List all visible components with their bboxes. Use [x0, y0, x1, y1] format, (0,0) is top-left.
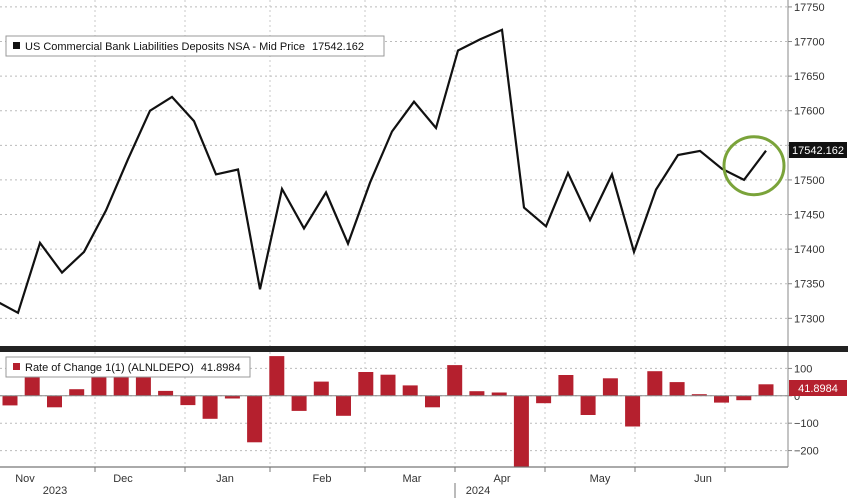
roc-bar: [158, 390, 174, 396]
roc-bar: [247, 395, 263, 443]
highlight-circle: [722, 135, 786, 197]
bottom-tick-label: 100: [794, 363, 812, 375]
x-month-label: Nov: [15, 473, 35, 485]
roc-bar: [113, 375, 129, 396]
roc-bar: [691, 394, 707, 396]
roc-bar: [669, 382, 685, 396]
bottom-legend-label: Rate of Change 1(1) (ALNLDEPO): [25, 362, 194, 374]
top-tick-label: 17650: [794, 71, 825, 83]
x-month-label: May: [590, 473, 611, 485]
top-tick-label: 17450: [794, 210, 825, 222]
bottom-legend: Rate of Change 1(1) (ALNLDEPO) 41.8984: [5, 356, 251, 378]
bottom-tick-label: −200: [794, 446, 819, 458]
bottom-last-value-tag: 41.8984: [789, 380, 847, 396]
roc-bar: [202, 395, 218, 419]
bottom-y-axis-ticks: −200 −100 0 100: [788, 363, 819, 458]
roc-bar: [402, 385, 418, 396]
x-year-label: 2024: [466, 485, 490, 497]
top-tick-label: 17300: [794, 313, 825, 325]
top-legend-value: 17542.162: [312, 41, 364, 53]
roc-bar: [558, 375, 574, 396]
top-tick-label: 17500: [794, 175, 825, 187]
roc-bar: [625, 395, 641, 427]
roc-bar: [380, 374, 396, 396]
x-month-label: Mar: [403, 473, 422, 485]
roc-bar: [313, 381, 329, 396]
top-legend: US Commercial Bank Liabilities Deposits …: [5, 35, 385, 57]
roc-bar: [580, 395, 596, 415]
legend-swatch-line: [13, 42, 20, 49]
x-month-label: Jan: [216, 473, 234, 485]
roc-bar: [491, 392, 507, 396]
top-tick-label: 17600: [794, 106, 825, 118]
bottom-tick-label: −100: [794, 418, 819, 430]
roc-bar: [714, 395, 729, 403]
top-panel: [0, 0, 788, 346]
top-legend-label: US Commercial Bank Liabilities Deposits …: [25, 41, 305, 53]
x-month-label: Dec: [113, 473, 133, 485]
roc-bar: [447, 365, 463, 396]
roc-bar: [425, 395, 440, 408]
roc-bar: [758, 384, 774, 396]
roc-bar: [269, 356, 285, 396]
x-axis: Nov Dec Jan Feb Mar Apr May Jun 2023 2024: [15, 467, 726, 498]
rate-of-change-bars: [2, 356, 774, 467]
svg-text:US Commercial Bank Liabilities: US Commercial Bank Liabilities Deposits …: [25, 41, 364, 53]
x-grid: [94, 0, 726, 467]
roc-bar: [336, 395, 351, 416]
panel-separator: [0, 346, 848, 352]
roc-bar: [513, 395, 529, 467]
roc-bar: [180, 395, 196, 406]
roc-bar: [291, 395, 307, 411]
roc-bar: [536, 395, 552, 404]
x-year-label: 2023: [43, 485, 67, 497]
top-tick-label: 17350: [794, 279, 825, 291]
roc-bar: [224, 395, 240, 399]
x-month-label: Apr: [493, 473, 510, 485]
roc-bar: [69, 389, 85, 396]
top-last-value-tag: 17542.162: [789, 142, 847, 158]
roc-bar: [358, 372, 374, 396]
bottom-last-value: 41.8984: [798, 383, 838, 395]
bottom-tick-label: 0: [794, 391, 800, 403]
legend-swatch-bar: [13, 363, 20, 370]
roc-bar: [91, 375, 107, 396]
top-last-value: 17542.162: [792, 145, 844, 157]
deposits-series-line: [0, 28, 767, 315]
top-tick-label: 17400: [794, 244, 825, 256]
top-tick-label: 17750: [794, 2, 825, 14]
roc-bar: [47, 395, 62, 408]
roc-bar: [469, 391, 485, 396]
bottom-legend-value: 41.8984: [201, 362, 241, 374]
top-tick-label: 17700: [794, 37, 825, 49]
top-grid: [0, 6, 788, 319]
top-y-axis-ticks: 1730017350174001745017500175501760017650…: [788, 2, 825, 325]
roc-bar: [24, 376, 40, 396]
x-month-label: Feb: [313, 473, 332, 485]
x-month-label: Jun: [694, 473, 712, 485]
roc-bar: [602, 378, 618, 396]
roc-bar: [135, 376, 151, 396]
roc-bar: [736, 395, 752, 401]
svg-text:Rate of Change 1(1) (ALNLDEPO): Rate of Change 1(1) (ALNLDEPO) 41.8984: [25, 362, 241, 374]
roc-bar: [2, 395, 18, 406]
roc-bar: [647, 371, 663, 396]
